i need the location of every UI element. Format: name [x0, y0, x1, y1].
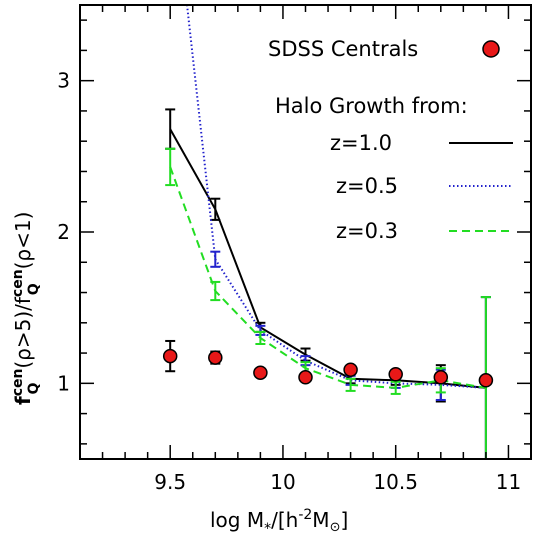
x-axis-label: log M*/[h-2M⊙]: [210, 507, 348, 537]
sdss-point: [388, 367, 403, 382]
x-tick-label: 9.5: [154, 470, 186, 494]
legend-label-sdss: SDSS Centrals: [268, 37, 418, 61]
x-tick-label: 10: [270, 470, 295, 494]
x-tick-label: 11: [496, 470, 521, 494]
sdss-point: [343, 362, 358, 377]
y-tick-label: 2: [57, 220, 70, 244]
sdss-point: [298, 370, 313, 385]
series-line-0: [169, 128, 487, 389]
legend-label-z10: z=1.0: [330, 131, 392, 155]
legend-heading: Halo Growth from:: [275, 94, 468, 118]
y-tick-label: 3: [57, 69, 70, 93]
series-line-2: [169, 166, 487, 389]
sdss-point: [478, 373, 494, 388]
sdss-point: [433, 370, 449, 385]
legend-marker-sdss: [482, 40, 500, 58]
sdss-point: [162, 348, 178, 364]
legend-label-z03: z=0.3: [336, 219, 398, 243]
y-axis-label: fcenQ(ρ>5)/fcenQ(ρ<1): [10, 212, 42, 405]
x-tick-label: 10.5: [373, 470, 418, 494]
sdss-point: [208, 350, 223, 365]
axis-ticks: [79, 5, 532, 459]
series-group: [162, 5, 494, 459]
y-tick-label: 1: [57, 371, 70, 395]
sdss-point: [253, 365, 268, 380]
plot-area: [162, 5, 494, 459]
legend: SDSS Centrals Halo Growth from: z=1.0 z=…: [268, 37, 513, 243]
legend-label-z05: z=0.5: [336, 174, 398, 198]
